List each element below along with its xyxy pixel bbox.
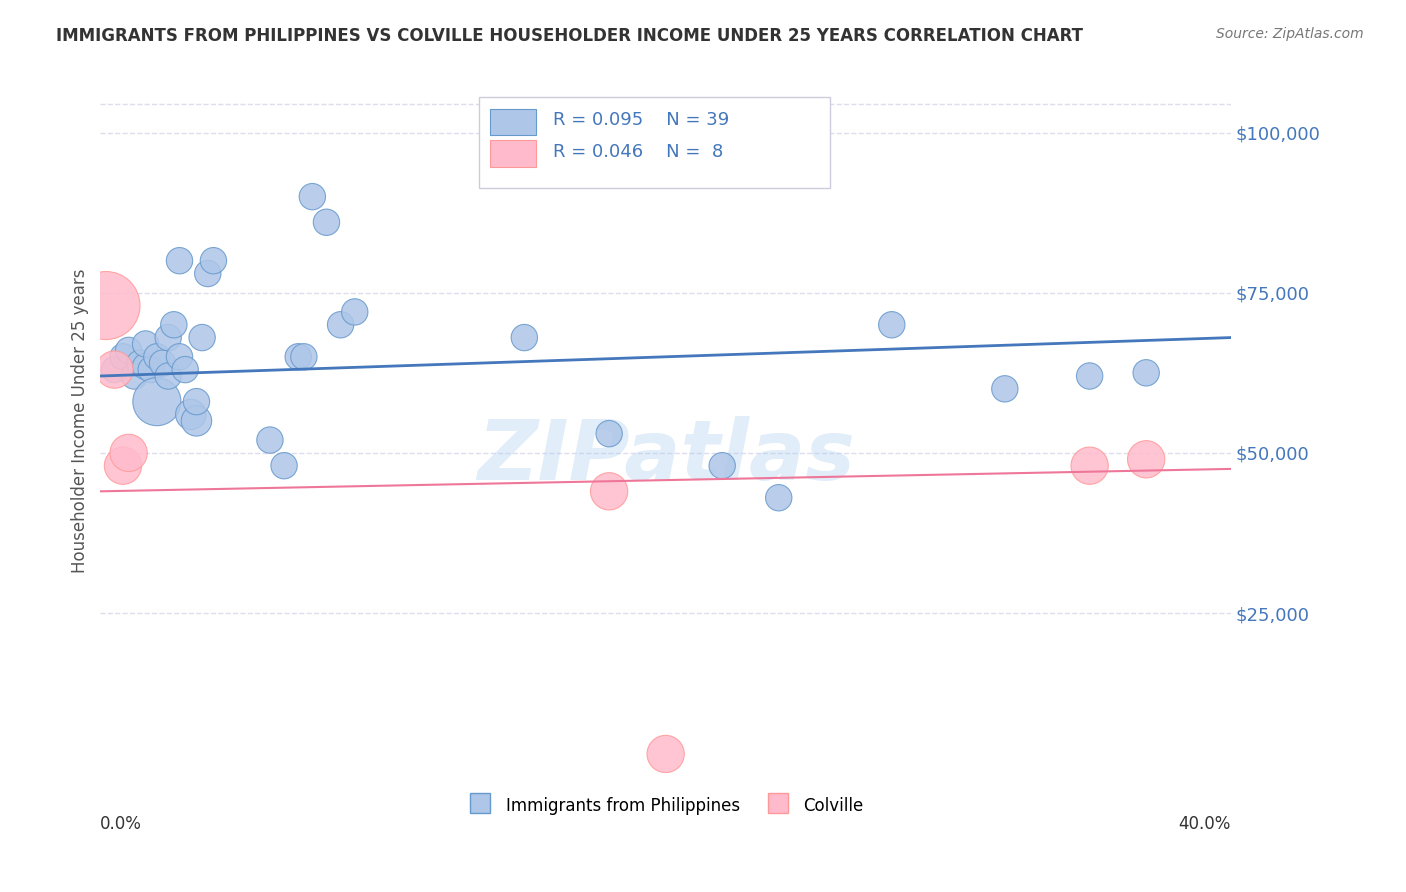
Point bbox=[163, 318, 186, 332]
Point bbox=[117, 446, 139, 460]
Point bbox=[129, 356, 152, 370]
Point bbox=[1135, 452, 1157, 467]
Point bbox=[197, 267, 219, 281]
Point bbox=[152, 356, 174, 370]
Point bbox=[654, 747, 676, 761]
Point bbox=[994, 382, 1017, 396]
Point bbox=[180, 408, 202, 422]
Y-axis label: Householder Income Under 25 years: Householder Income Under 25 years bbox=[72, 268, 89, 573]
Point bbox=[135, 359, 157, 374]
Point bbox=[513, 330, 536, 344]
Point bbox=[343, 305, 366, 319]
Point bbox=[315, 215, 337, 229]
Point bbox=[1078, 369, 1101, 384]
Point bbox=[103, 362, 125, 376]
Point bbox=[1135, 366, 1157, 380]
Point bbox=[191, 330, 214, 344]
Point bbox=[169, 253, 191, 268]
Point bbox=[329, 318, 352, 332]
Legend: Immigrants from Philippines, Colville: Immigrants from Philippines, Colville bbox=[461, 789, 870, 822]
Point bbox=[103, 362, 125, 376]
Point bbox=[202, 253, 225, 268]
Point bbox=[94, 299, 117, 313]
Point bbox=[111, 350, 134, 364]
Point bbox=[1078, 458, 1101, 473]
Point bbox=[259, 433, 281, 447]
Point bbox=[174, 362, 197, 376]
Point bbox=[273, 458, 295, 473]
FancyBboxPatch shape bbox=[491, 140, 536, 167]
Point bbox=[287, 350, 309, 364]
Text: R = 0.046    N =  8: R = 0.046 N = 8 bbox=[553, 143, 723, 161]
Point bbox=[135, 337, 157, 351]
Point bbox=[598, 484, 620, 499]
Point bbox=[768, 491, 790, 505]
Point bbox=[186, 414, 208, 428]
Point bbox=[157, 369, 180, 384]
Point bbox=[301, 189, 323, 203]
Text: Source: ZipAtlas.com: Source: ZipAtlas.com bbox=[1216, 27, 1364, 41]
Point bbox=[122, 369, 145, 384]
Text: ZIPatlas: ZIPatlas bbox=[477, 416, 855, 497]
Point bbox=[598, 426, 620, 441]
Point bbox=[146, 350, 169, 364]
Point bbox=[117, 343, 139, 358]
Text: 40.0%: 40.0% bbox=[1178, 815, 1232, 833]
Point bbox=[169, 350, 191, 364]
Text: R = 0.095    N = 39: R = 0.095 N = 39 bbox=[553, 111, 728, 128]
Point bbox=[157, 330, 180, 344]
Point bbox=[141, 362, 163, 376]
Point bbox=[111, 458, 134, 473]
Point bbox=[292, 350, 315, 364]
Text: IMMIGRANTS FROM PHILIPPINES VS COLVILLE HOUSEHOLDER INCOME UNDER 25 YEARS CORREL: IMMIGRANTS FROM PHILIPPINES VS COLVILLE … bbox=[56, 27, 1083, 45]
Point bbox=[186, 394, 208, 409]
Point bbox=[880, 318, 903, 332]
FancyBboxPatch shape bbox=[491, 109, 536, 136]
Point bbox=[146, 394, 169, 409]
FancyBboxPatch shape bbox=[479, 96, 830, 188]
Text: 0.0%: 0.0% bbox=[100, 815, 142, 833]
Point bbox=[711, 458, 734, 473]
